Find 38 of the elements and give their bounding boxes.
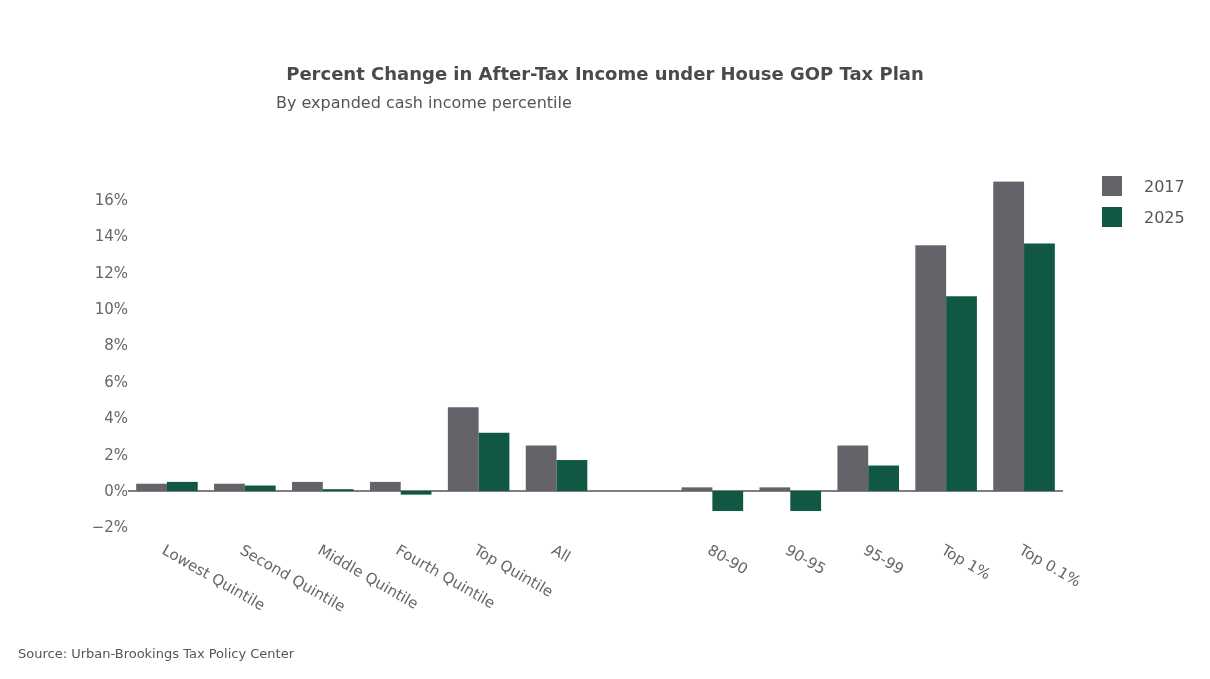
x-tick-label: All bbox=[548, 540, 574, 566]
y-tick-label: 16% bbox=[94, 190, 128, 209]
source-note: Source: Urban-Brookings Tax Policy Center bbox=[18, 646, 295, 661]
bar bbox=[1024, 243, 1055, 491]
y-tick-label: 0% bbox=[104, 482, 128, 500]
bar bbox=[244, 485, 276, 491]
bar bbox=[136, 483, 167, 491]
bar bbox=[478, 432, 510, 491]
x-tick-label: Top 1% bbox=[937, 540, 994, 584]
y-tick-label: 12% bbox=[94, 263, 128, 282]
bar bbox=[525, 445, 557, 491]
bar bbox=[790, 491, 822, 512]
chart-subtitle: By expanded cash income percentile bbox=[276, 93, 572, 112]
bar bbox=[681, 487, 713, 491]
y-tick-label: 8% bbox=[104, 336, 128, 355]
bar bbox=[400, 491, 432, 495]
y-tick-label: 14% bbox=[94, 227, 128, 246]
bar bbox=[447, 407, 479, 491]
y-tick-label: 4% bbox=[104, 409, 128, 428]
y-tick-label: 2% bbox=[104, 445, 128, 464]
y-tick-label: −2% bbox=[91, 518, 128, 537]
bar bbox=[915, 245, 947, 491]
chart-title: Percent Change in After-Tax Income under House GOP Tax Plan bbox=[286, 63, 924, 84]
bar bbox=[993, 181, 1025, 491]
bar bbox=[837, 445, 869, 491]
bar bbox=[759, 487, 791, 491]
bar bbox=[556, 460, 588, 491]
bar bbox=[214, 483, 245, 491]
bar bbox=[946, 296, 977, 491]
bar bbox=[369, 481, 401, 491]
y-tick-label: 6% bbox=[104, 372, 128, 391]
y-tick-label: 10% bbox=[94, 300, 128, 318]
legend-label: 2017 bbox=[1144, 177, 1185, 196]
legend-label: 2025 bbox=[1144, 208, 1185, 227]
bar bbox=[292, 481, 323, 491]
bar bbox=[712, 491, 744, 512]
bar bbox=[166, 481, 198, 491]
bar bbox=[868, 465, 899, 491]
